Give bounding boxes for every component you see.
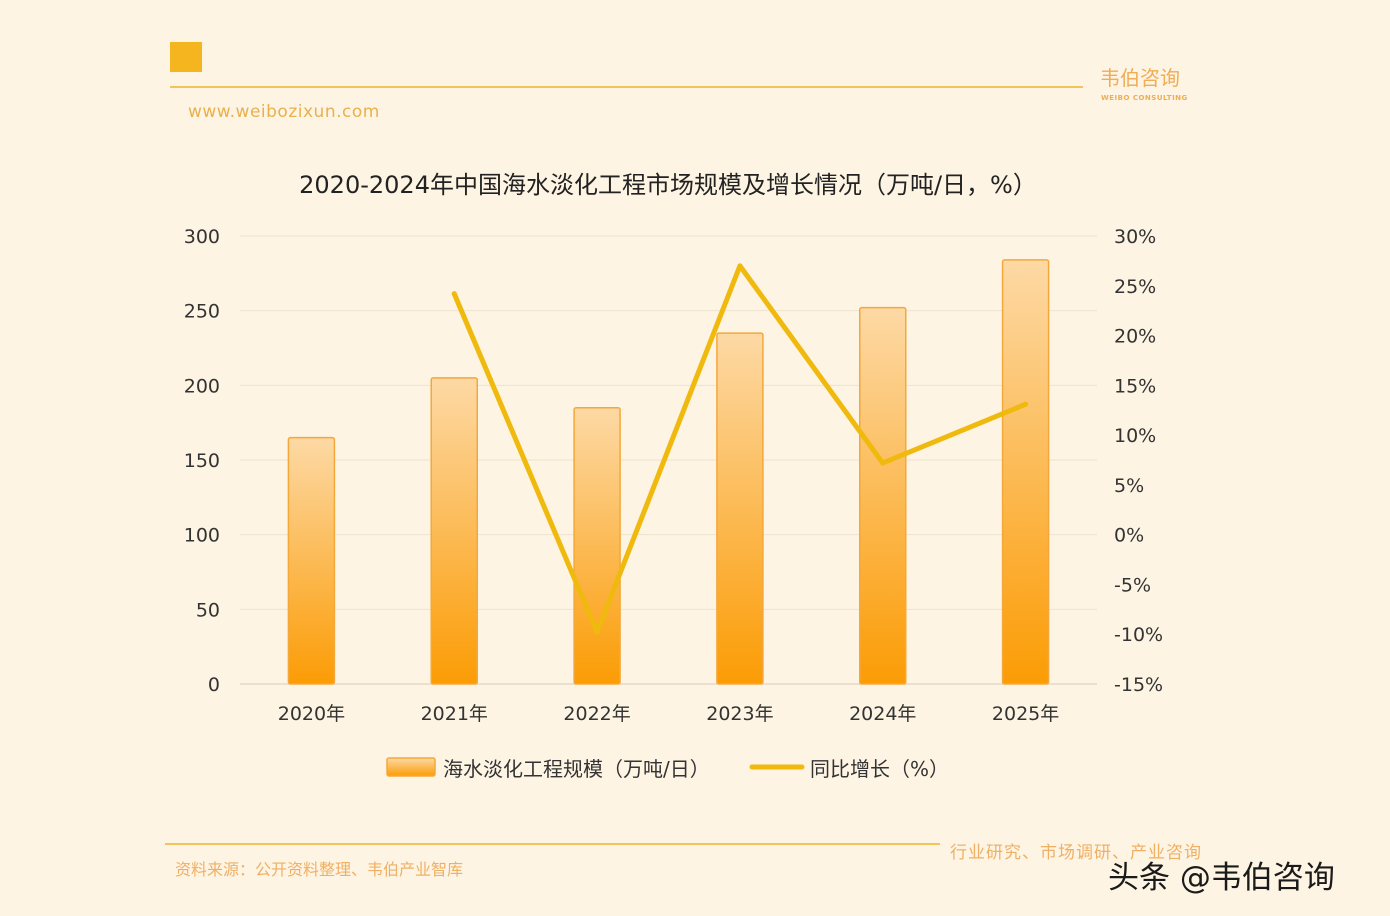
left-axis-tick-label: 150 bbox=[184, 450, 220, 472]
left-axis-tick-label: 200 bbox=[184, 375, 220, 397]
right-axis-tick-label: 30% bbox=[1114, 226, 1156, 248]
header-divider bbox=[170, 86, 1083, 88]
legend-bar-swatch bbox=[386, 757, 436, 777]
bar bbox=[716, 332, 764, 685]
line-series bbox=[451, 263, 1029, 635]
line-point bbox=[451, 291, 457, 297]
right-axis-tick-label: -10% bbox=[1114, 624, 1163, 646]
bar bbox=[573, 406, 621, 685]
bar bbox=[430, 377, 478, 685]
left-axis-tick-label: 50 bbox=[196, 599, 220, 621]
line-point bbox=[880, 460, 886, 466]
grid-lines bbox=[240, 235, 1097, 685]
left-axis: 0 50 100 150 200 250 300 bbox=[184, 226, 220, 696]
x-axis-tick-label: 2021年 bbox=[421, 703, 488, 725]
x-axis-tick-label: 2022年 bbox=[563, 703, 630, 725]
footer-tagline: 行业研究、市场调研、产业咨询 bbox=[950, 843, 1202, 863]
x-axis-tick-label: 2025年 bbox=[992, 703, 1059, 725]
bar bbox=[859, 306, 907, 685]
right-axis: -15% -10% -5% 0% 5% 10% 15% 20% 25% 30% bbox=[1114, 226, 1163, 696]
legend-line-label: 同比增长（%） bbox=[810, 757, 949, 781]
bar bbox=[1001, 259, 1050, 685]
bar-series bbox=[287, 259, 1050, 685]
right-axis-tick-label: 15% bbox=[1114, 375, 1156, 397]
left-axis-tick-label: 250 bbox=[184, 301, 220, 323]
brand-subtitle: WEIBO CONSULTING bbox=[1101, 94, 1188, 102]
line-point bbox=[1023, 401, 1029, 407]
right-axis-tick-label: 20% bbox=[1114, 326, 1156, 348]
chart-title: 2020-2024年中国海水淡化工程市场规模及增长情况（万吨/日，%） bbox=[299, 171, 1037, 199]
website-url[interactable]: www.weibozixun.com bbox=[188, 102, 380, 122]
brand-name: 韦伯咨询 bbox=[1100, 66, 1180, 90]
brand-square-mark bbox=[170, 42, 202, 72]
right-axis-tick-label: -5% bbox=[1114, 574, 1151, 596]
platform-watermark: 头条 @韦伯咨询 bbox=[1108, 860, 1335, 896]
right-axis-tick-label: -15% bbox=[1114, 674, 1163, 696]
legend-bar-label: 海水淡化工程规模（万吨/日） bbox=[443, 757, 710, 781]
left-axis-tick-label: 300 bbox=[184, 226, 220, 248]
right-axis-tick-label: 0% bbox=[1114, 525, 1144, 547]
line-point bbox=[737, 263, 743, 269]
bar bbox=[287, 436, 336, 685]
x-axis-tick-label: 2024年 bbox=[849, 703, 916, 725]
x-axis-tick-label: 2020年 bbox=[278, 703, 345, 725]
x-axis: 2020年 2021年 2022年 2023年 2024年 2025年 bbox=[278, 703, 1060, 725]
right-axis-tick-label: 25% bbox=[1114, 276, 1156, 298]
legend: 海水淡化工程规模（万吨/日） 同比增长（%） bbox=[386, 757, 949, 781]
left-axis-tick-label: 0 bbox=[208, 674, 220, 696]
right-axis-tick-label: 10% bbox=[1114, 425, 1156, 447]
footer-divider bbox=[165, 843, 940, 845]
line-point bbox=[594, 629, 600, 635]
source-note: 资料来源：公开资料整理、韦伯产业智库 bbox=[175, 860, 464, 879]
left-axis-tick-label: 100 bbox=[184, 525, 220, 547]
right-axis-tick-label: 5% bbox=[1114, 475, 1144, 497]
x-axis-tick-label: 2023年 bbox=[706, 703, 773, 725]
